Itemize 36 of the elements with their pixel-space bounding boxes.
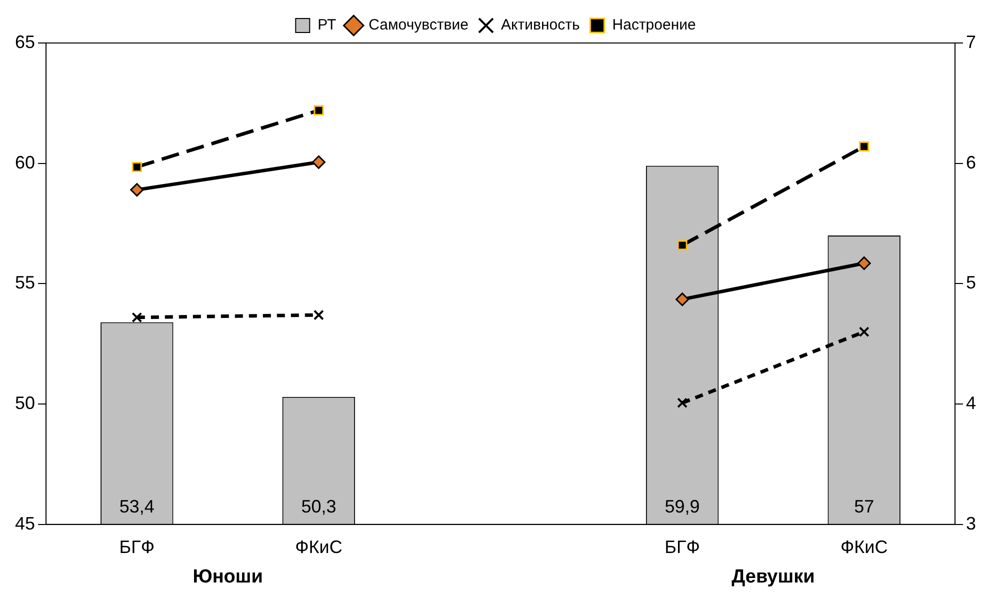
y-tick-label: 55 xyxy=(14,272,36,293)
y-tick-label: 50 xyxy=(14,393,36,414)
legend-label: РТ xyxy=(318,16,336,34)
y2-tick-label: 5 xyxy=(966,272,976,293)
x-tick-label: ФКиС xyxy=(295,537,342,558)
x-tick-label: ФКиС xyxy=(840,537,888,558)
y2-tick-label: 3 xyxy=(966,513,976,534)
y-tick-label: 60 xyxy=(14,152,36,172)
legend-label: Активность xyxy=(501,16,580,34)
point xyxy=(858,326,870,338)
point xyxy=(314,105,324,116)
y2-tick-label: 6 xyxy=(966,152,976,172)
legend-label: Настроение xyxy=(612,16,696,34)
text: Девушки xyxy=(732,566,815,588)
data-label: 59,9 xyxy=(664,496,700,516)
y2-tick-label: 7 xyxy=(966,32,976,52)
point xyxy=(132,312,142,323)
y-tick-label: 65 xyxy=(14,32,36,52)
data-label: 53,4 xyxy=(119,496,154,516)
point xyxy=(676,292,690,306)
point xyxy=(677,398,688,408)
point xyxy=(677,240,688,250)
y-tick-label: 45 xyxy=(14,513,36,534)
point xyxy=(132,162,142,172)
data-label: 50,3 xyxy=(301,496,336,516)
text: Юноши xyxy=(192,566,263,588)
point xyxy=(859,142,870,152)
point xyxy=(130,183,144,197)
legend-label: Самочувствие xyxy=(368,16,468,34)
data-label: 57 xyxy=(854,496,874,516)
point xyxy=(857,256,871,270)
point xyxy=(313,310,324,320)
y2-tick-label: 4 xyxy=(966,393,976,414)
x-tick-label: БГФ xyxy=(664,537,700,558)
point xyxy=(312,155,326,169)
x-tick-label: БГФ xyxy=(119,537,155,558)
